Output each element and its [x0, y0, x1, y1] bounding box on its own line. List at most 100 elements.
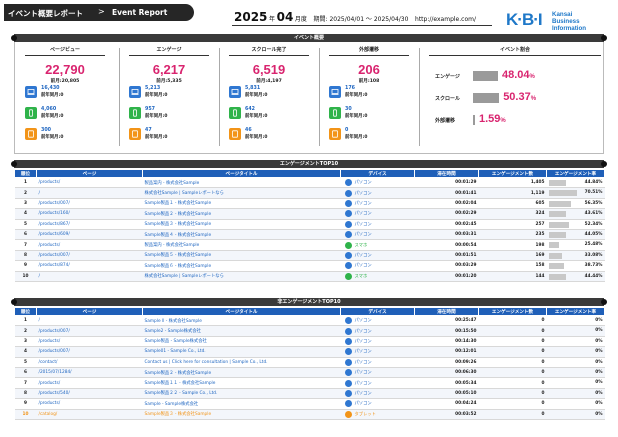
- rank-cell: 5: [14, 219, 37, 230]
- table-row[interactable]: 5/products/867/Sample製品３ - 株式会社Sample パソコ…: [14, 219, 605, 230]
- engagement-count-cell: 1,405: [478, 177, 547, 189]
- logo-mark: K·B·I: [506, 10, 543, 29]
- device-label: パソコン: [354, 339, 372, 345]
- engagement-rate-value: 0%: [595, 328, 603, 334]
- page-link[interactable]: /: [36, 315, 143, 327]
- page-link[interactable]: /products/160/: [36, 208, 143, 220]
- table-row[interactable]: 8/products/540/Sample製品２２ - Sample Co., …: [14, 388, 605, 400]
- engagement-rate-bar: [548, 252, 562, 259]
- page-link[interactable]: /contact/: [36, 357, 143, 368]
- table-row[interactable]: 9/products/874/Sample製品６ - 株式会社Sample パソコ…: [14, 260, 605, 272]
- stay-time-cell: 00:06:30: [414, 367, 479, 379]
- kpi-value: 22,790: [45, 62, 85, 77]
- engagement-top10-table: 順位 ページ ページタイトル デバイス 滞在時間 エンゲージメント数 エンゲージメント率 1/…: [14, 169, 605, 282]
- device-cell: スマホ: [340, 239, 415, 251]
- event-rate-row: 外部遷移 1.59%: [429, 113, 601, 126]
- table-row[interactable]: 6/products/609/Sample製品４ - 株式会社Sample パソコ…: [14, 229, 605, 241]
- engagement-rate-bar: [548, 190, 577, 197]
- smartphone-icon: [129, 107, 141, 119]
- kpi-heading: ページビュー: [25, 46, 105, 56]
- table-row[interactable]: 2/products/007/Sample2 - Sample株式会社 パソコン 0…: [14, 325, 605, 337]
- page-link[interactable]: /2015/07/1284/: [36, 367, 143, 379]
- device-label: パソコン: [354, 349, 372, 355]
- page-link[interactable]: /: [36, 271, 143, 282]
- device-row-pc: 5,831 前年同月:0: [229, 86, 313, 98]
- page-link[interactable]: /products/007/: [36, 346, 143, 358]
- table-row[interactable]: 6/2015/07/1284/Sample製品２ - 株式会社Sample パソコ…: [14, 367, 605, 379]
- table-row[interactable]: 1/products/製品案内 - 株式会社Sample パソコン 00:01:29…: [14, 177, 605, 189]
- engagement-rate-bar: [548, 200, 572, 207]
- device-previous-year: 前年同月:0: [345, 93, 368, 98]
- device-cell: パソコン: [340, 260, 415, 272]
- device-previous-year: 前年同月:0: [41, 93, 64, 98]
- stay-time-cell: 00:02:45: [414, 219, 479, 230]
- device-label: パソコン: [354, 381, 372, 387]
- column-header: エンゲージメント数: [478, 169, 547, 178]
- device-row-smartphone: 4,060 前年同月:0: [25, 107, 109, 119]
- engagement-count-cell: 257: [478, 219, 547, 230]
- report-period: 2025 年 04 月度 期間: 2025/04/01 ～ 2025/04/30…: [234, 10, 476, 24]
- device-previous-year: 前年同月:0: [41, 135, 64, 140]
- pc-icon: [344, 337, 352, 345]
- device-value: 47: [145, 128, 152, 133]
- table-row[interactable]: 10/catalog/Sample製品３ - 株式会社Sample タブレット 00…: [14, 409, 605, 420]
- logo-line-1: Kansai: [552, 11, 573, 18]
- page-link[interactable]: /products/: [36, 377, 143, 389]
- engagement-rate-bar: [548, 273, 567, 280]
- page-link[interactable]: /products/007/: [36, 250, 143, 262]
- page-title-cell: Sample製品６ - 株式会社Sample: [142, 260, 341, 272]
- column-header: デバイス: [340, 307, 415, 316]
- device-cell: パソコン: [340, 250, 415, 262]
- engagement-rate-cell: 0%: [546, 315, 605, 327]
- page-link[interactable]: /products/: [36, 177, 143, 189]
- table-row[interactable]: 10/株式会社Sample | Sampleレポートなら スマホ 00:01:20 1…: [14, 271, 605, 282]
- engagement-rate-value: 0%: [595, 380, 603, 386]
- event-rate-row: エンゲージ 48.04%: [429, 69, 601, 82]
- page-link[interactable]: /products/874/: [36, 260, 143, 272]
- stay-time-cell: 00:03:29: [414, 260, 479, 272]
- page-link[interactable]: /products/867/: [36, 219, 143, 230]
- page-link[interactable]: /products/: [36, 336, 143, 348]
- page-link[interactable]: /products/007/: [36, 198, 143, 210]
- column-header: ページタイトル: [142, 307, 341, 316]
- rank-cell: 8: [14, 388, 37, 400]
- page-link[interactable]: /: [36, 187, 143, 199]
- page-link[interactable]: /products/: [36, 239, 143, 251]
- engagement-rate-cell: 44.05%: [546, 229, 605, 241]
- pc-icon: [344, 189, 352, 197]
- page-link[interactable]: /products/: [36, 398, 143, 410]
- page-link[interactable]: /catalog/: [36, 409, 143, 420]
- table-row[interactable]: 2/株式会社Sample | Sampleレポートなら パソコン 00:01:41 1…: [14, 187, 605, 199]
- table-row[interactable]: 4/products/160/Sample製品２ - 株式会社Sample パソコ…: [14, 208, 605, 220]
- table-row[interactable]: 3/products/Sample製品 - Sample株式会社 パソコン 00:1…: [14, 336, 605, 348]
- page-link[interactable]: /products/540/: [36, 388, 143, 400]
- page-title-cell: 株式会社Sample | Sampleレポートなら: [142, 271, 341, 282]
- table-row[interactable]: 7/products/製品案内 - 株式会社Sample スマホ 00:00:54 1…: [14, 239, 605, 251]
- kpi-divider: [319, 48, 320, 146]
- table-row[interactable]: 9/products/Sample - Sample株式会社 パソコン 00:04:…: [14, 398, 605, 410]
- table-row[interactable]: 1/Sample ll - 株式会社Sample パソコン 00:25:47 0 0%: [14, 315, 605, 327]
- table-row[interactable]: 4/products/007/Sample01 - Sample Co., Lt…: [14, 346, 605, 358]
- device-cell: パソコン: [340, 398, 415, 410]
- column-header: 滞在時間: [414, 169, 479, 178]
- table-row[interactable]: 7/products/Sample製品１１ - 株式会社Sample パソコン 00…: [14, 377, 605, 389]
- device-value: 46: [245, 128, 252, 133]
- event-rate-number: 48.04: [501, 69, 530, 81]
- page-link[interactable]: /products/007/: [36, 325, 143, 337]
- logo-line-2: Business: [552, 18, 580, 25]
- device-cell: パソコン: [340, 325, 415, 337]
- table-row[interactable]: 3/products/007/Sample製品１ - 株式会社Sample パソコ…: [14, 198, 605, 210]
- table-row[interactable]: 8/products/007/Sample製品５ - 株式会社Sample パソコ…: [14, 250, 605, 262]
- engagement-rate-value: 56.35%: [584, 200, 603, 206]
- column-header: 順位: [14, 169, 37, 178]
- stay-time-cell: 00:01:29: [414, 177, 479, 189]
- engagement-rate-cell: 44.84%: [546, 177, 605, 189]
- pc-icon: [344, 358, 352, 366]
- device-value: 5,213: [145, 86, 161, 91]
- stay-time-cell: 00:04:24: [414, 398, 479, 410]
- engagement-count-cell: 198: [478, 239, 547, 251]
- device-previous-year: 前年同月:0: [345, 135, 368, 140]
- table-row[interactable]: 5/contact/Contact us | Click here for co…: [14, 357, 605, 368]
- engagement-rate-cell: 44.44%: [546, 271, 605, 282]
- page-link[interactable]: /products/609/: [36, 229, 143, 241]
